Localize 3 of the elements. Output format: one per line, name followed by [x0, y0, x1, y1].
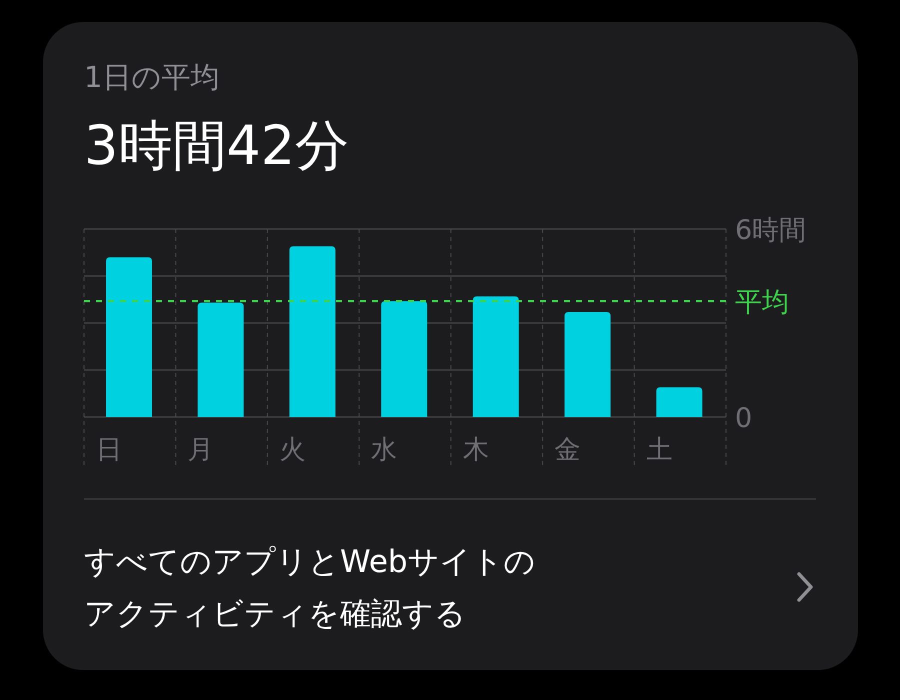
- annotation: すべてのアプリとWebサイトのアクティビティを確認する: [84, 543, 537, 634]
- title: 1日の平均: [84, 59, 220, 96]
- subtitle: 3時間42分: [84, 113, 350, 179]
